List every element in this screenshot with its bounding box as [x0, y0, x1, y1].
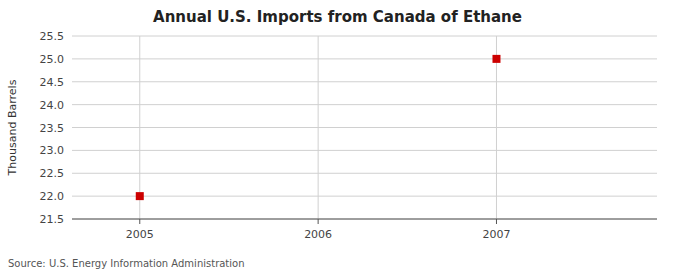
- y-tick-label: 22.0: [40, 190, 65, 203]
- grid-line-y: [72, 127, 657, 128]
- x-tick: [139, 219, 140, 224]
- x-tick: [318, 219, 319, 224]
- y-tick-label: 22.5: [40, 167, 65, 180]
- grid-line-y: [72, 150, 657, 151]
- y-tick-label: 23.0: [40, 144, 65, 157]
- y-tick-label: 24.5: [40, 76, 65, 89]
- grid-line-y: [72, 81, 657, 82]
- x-tick: [496, 219, 497, 224]
- grid-line-x: [496, 36, 497, 219]
- grid-line-x: [318, 36, 319, 219]
- x-tick-label: 2005: [126, 228, 154, 241]
- source-note: Source: U.S. Energy Information Administ…: [8, 258, 245, 269]
- grid-line-y: [72, 36, 657, 37]
- grid-line-y: [72, 104, 657, 105]
- title: Annual U.S. Imports from Canada of Ethan…: [153, 8, 522, 26]
- point: [492, 55, 500, 63]
- grid-line-x: [139, 36, 140, 219]
- x-axis-line: [72, 219, 657, 220]
- y-axis-label: Thousand Barrels: [6, 79, 19, 176]
- grid-line-y: [72, 219, 657, 220]
- points: [136, 55, 501, 200]
- y-tick-label: 25.5: [40, 30, 65, 43]
- grid-line-y: [72, 173, 657, 174]
- y-tick-label: 24.0: [40, 99, 65, 112]
- grid-line-y: [72, 196, 657, 197]
- y-tick-label: 21.5: [40, 213, 65, 226]
- y-tick-label: 23.5: [40, 122, 65, 135]
- point: [136, 192, 144, 200]
- x-tick-label: 2007: [482, 228, 510, 241]
- chart-container: Annual U.S. Imports from Canada of Ethan…: [0, 0, 675, 275]
- x-tick-label: 2006: [304, 228, 332, 241]
- chart: Annual U.S. Imports from Canada of Ethan…: [0, 0, 675, 275]
- grid: [72, 36, 657, 219]
- grid-line-y: [72, 58, 657, 59]
- y-tick-label: 25.0: [40, 53, 65, 66]
